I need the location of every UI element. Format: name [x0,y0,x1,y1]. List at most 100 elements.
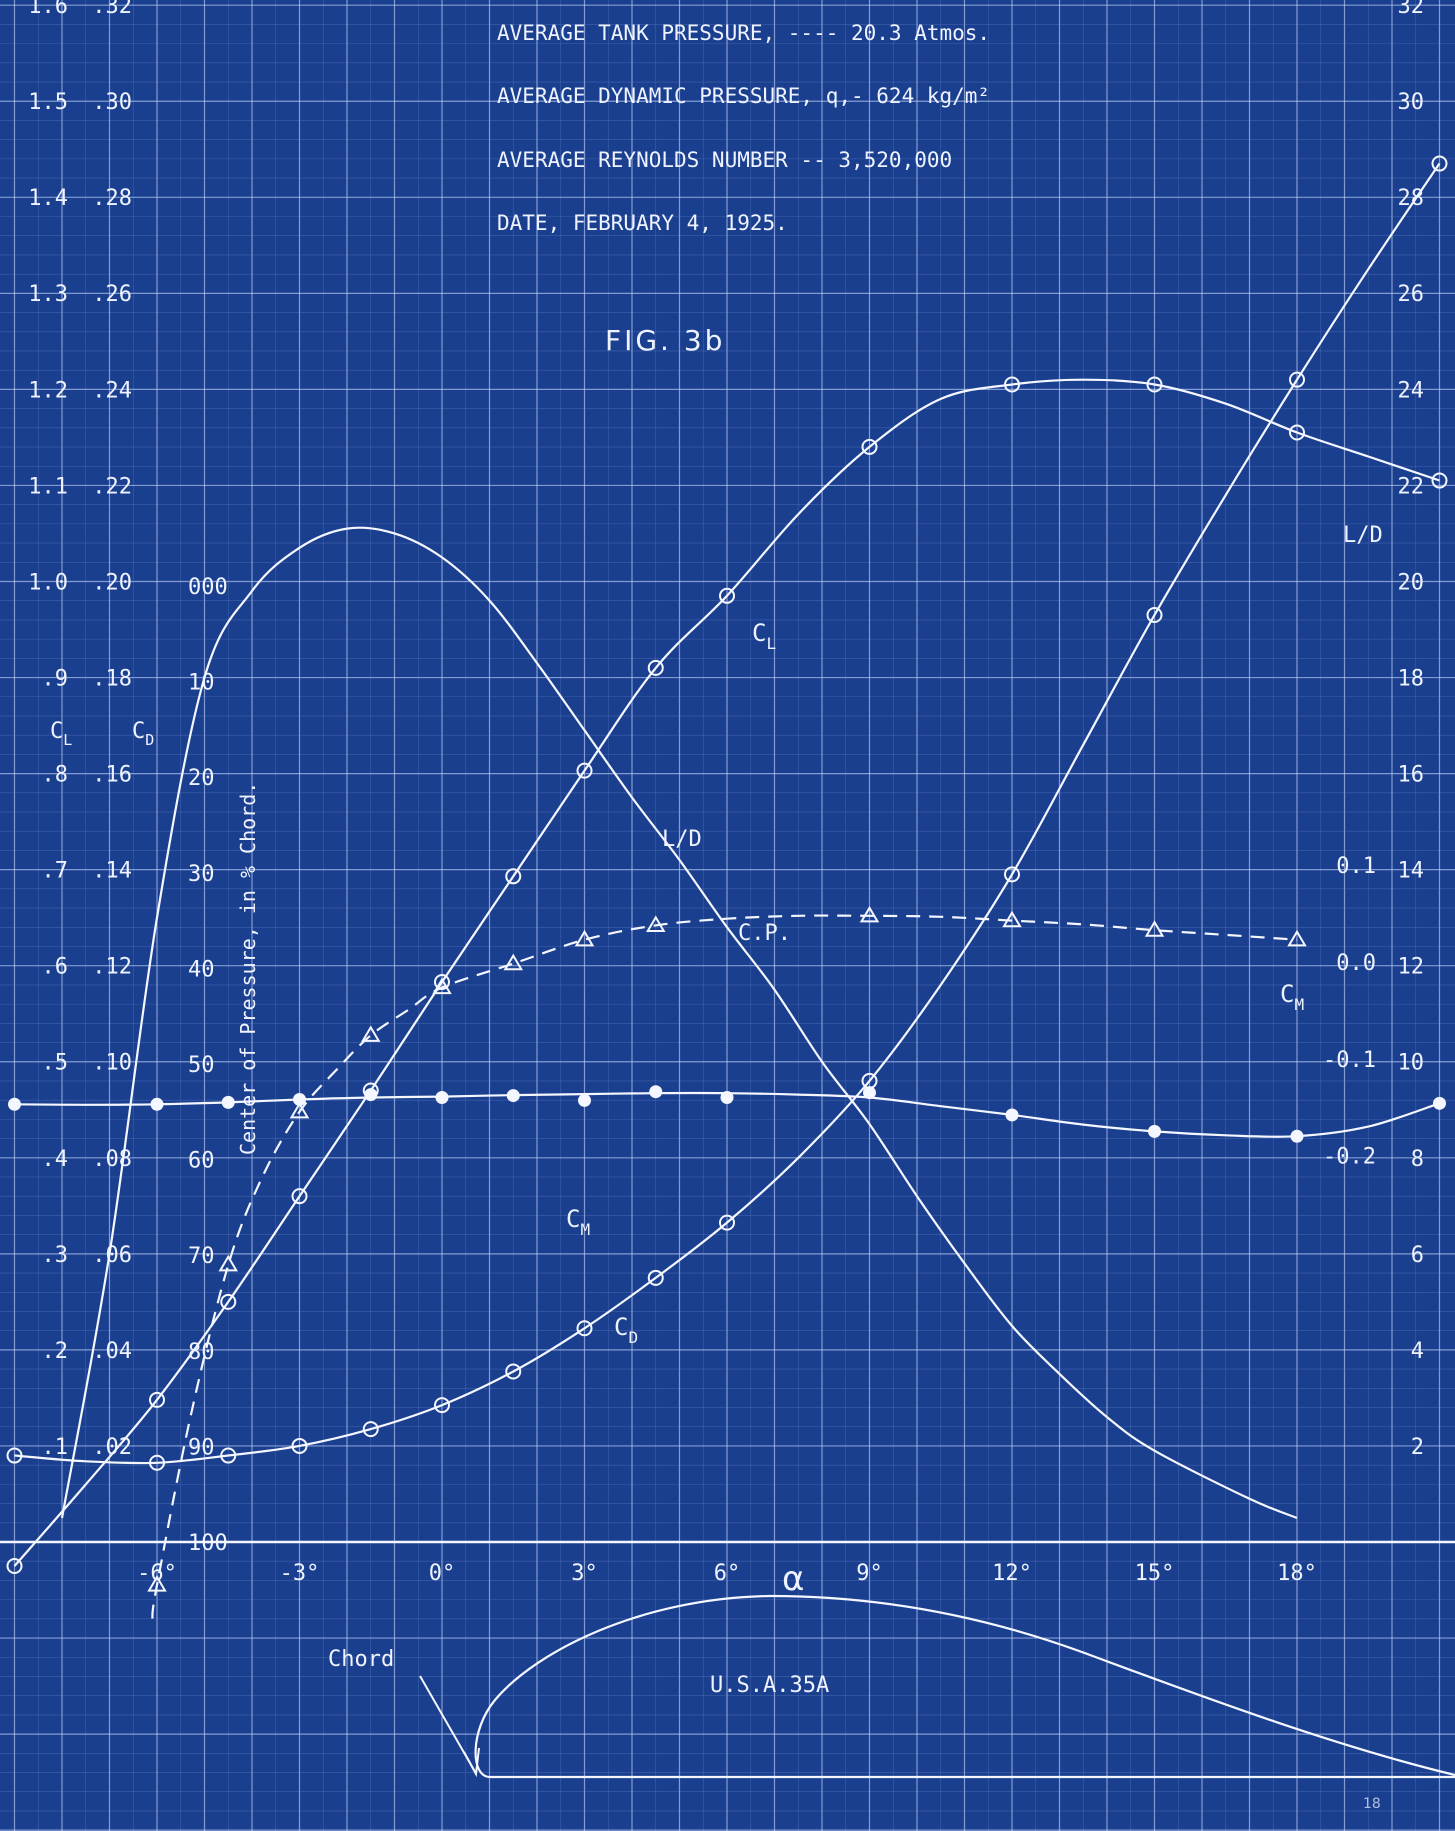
cm-point [649,1085,663,1099]
page-number: 18 [1363,1796,1381,1812]
cl-tick-label: .6 [42,955,69,980]
ld-tick-label: 24 [1398,378,1425,403]
alpha-tick-label: 18° [1277,1561,1317,1586]
ld-tick-label: 4 [1411,1339,1424,1364]
cd-point [505,1363,522,1380]
cd-tick-label: .30 [92,90,132,115]
cp-point [147,1575,167,1592]
cl-tick-label: 1.4 [28,186,68,211]
cd-tick-label: .18 [92,666,132,691]
cm-point [293,1092,306,1106]
cm-point [221,1095,235,1109]
cl-axis-label: CL [50,719,72,749]
cl-tick-label: .9 [42,666,69,691]
cd-tick-label: .16 [92,763,132,788]
alpha-tick-label: 9° [856,1561,883,1586]
header-reynolds-number: AVERAGE REYNOLDS NUMBER -- 3,520,000 [497,148,952,172]
cm-axis-label: CM [1280,980,1304,1014]
cd-tick-label: .12 [92,955,132,980]
cl-tick-label: 1.5 [28,90,68,115]
cd-tick-label: .26 [92,282,132,307]
cl-tick-label: .8 [42,763,69,788]
ld-tick-label: 12 [1398,955,1425,980]
airfoil-section: U.S.A.35A Chord 18 [328,1594,1455,1812]
cm-tick-label: -0.1 [1323,1048,1376,1073]
cl-point [1289,424,1305,441]
alpha-tick-label: -6° [137,1561,177,1586]
cp-tick-label: 20 [188,766,215,791]
cm-point [1148,1124,1161,1138]
ld-tick-label: 18 [1398,666,1425,691]
cl-point [291,1188,308,1205]
cd-point [220,1447,237,1464]
cm-point [1433,1096,1446,1110]
cd-point [1004,866,1020,883]
cp-point [1144,920,1165,937]
cp-tick-label: 100 [188,1531,228,1556]
cm-point [435,1091,449,1105]
cp-tick-label: 60 [188,1149,215,1174]
cl-curve-label: CL [752,619,776,653]
cd-tick-label: .04 [92,1339,132,1364]
cl-point [576,762,593,779]
cd-tick-label: .06 [92,1243,132,1268]
alpha-tick-label: 6° [714,1561,741,1586]
cd-tick-label: .24 [92,378,132,403]
cd-point [719,1214,735,1231]
chord-label: Chord [328,1647,394,1672]
cp-point [859,905,880,923]
cl-point [1004,376,1020,393]
chord-arrow-head [463,1747,480,1778]
ld-tick-label: 10 [1398,1051,1425,1076]
cp-point [574,929,595,947]
cl-point [1431,472,1448,489]
cd-point [6,1447,23,1464]
alpha-axis-label: α [782,1559,804,1599]
cl-tick-label: 1.0 [28,570,68,595]
cm-point [720,1091,734,1105]
cm-point [578,1093,591,1107]
cl-point [719,587,735,604]
cl-point [647,659,664,676]
cd-tick-label: .32 [92,0,132,19]
ld-tick-label: 32 [1398,0,1425,19]
cd-point [434,1397,450,1414]
cd-axis-label: CD [132,719,154,749]
cp-tick-label: 40 [188,957,215,982]
cm-tick-label: 0.0 [1336,951,1376,976]
cd-tick-label: .14 [92,859,132,884]
cd-curve [14,162,1441,1465]
alpha-tick-label: 12° [992,1561,1032,1586]
cl-tick-label: .3 [42,1243,69,1268]
cd-point [1289,371,1305,388]
axis-titles: CL CD Center of Pressure, in % Chord. L/… [50,523,1383,1599]
cd-point [149,1454,165,1471]
cp-point [361,1025,381,1042]
ld-tick-label: 30 [1398,90,1425,115]
figure-label: FIG. 3b [605,324,725,357]
ld-tick-label: 2 [1411,1435,1424,1460]
ld-tick-label: 14 [1398,859,1425,884]
cl-tick-label: 1.1 [28,474,68,499]
cd-point [1146,607,1163,624]
cl-point [505,868,522,885]
ld-tick-label: 8 [1411,1147,1424,1172]
cl-point [6,1558,23,1575]
cl-tick-label: 1.6 [28,0,68,19]
cm-tick-label: -0.2 [1323,1145,1376,1170]
cl-point [861,438,878,455]
cd-curve-label: CD [614,1313,638,1347]
cp-tick-label: 70 [188,1244,215,1269]
cl-point [149,1391,165,1408]
cd-tick-label: .08 [92,1147,132,1172]
cp-tick-label: 30 [188,862,215,887]
ld-tick-label: 6 [1411,1243,1424,1268]
cl-point [434,973,450,990]
header-dynamic-pressure: AVERAGE DYNAMIC PRESSURE, q,- 624 kg/m² [497,84,990,108]
series-layer [6,155,1448,1619]
cm-tick-label: 0.1 [1336,854,1376,879]
cp-point [218,1254,238,1272]
cm-point [1005,1108,1019,1122]
